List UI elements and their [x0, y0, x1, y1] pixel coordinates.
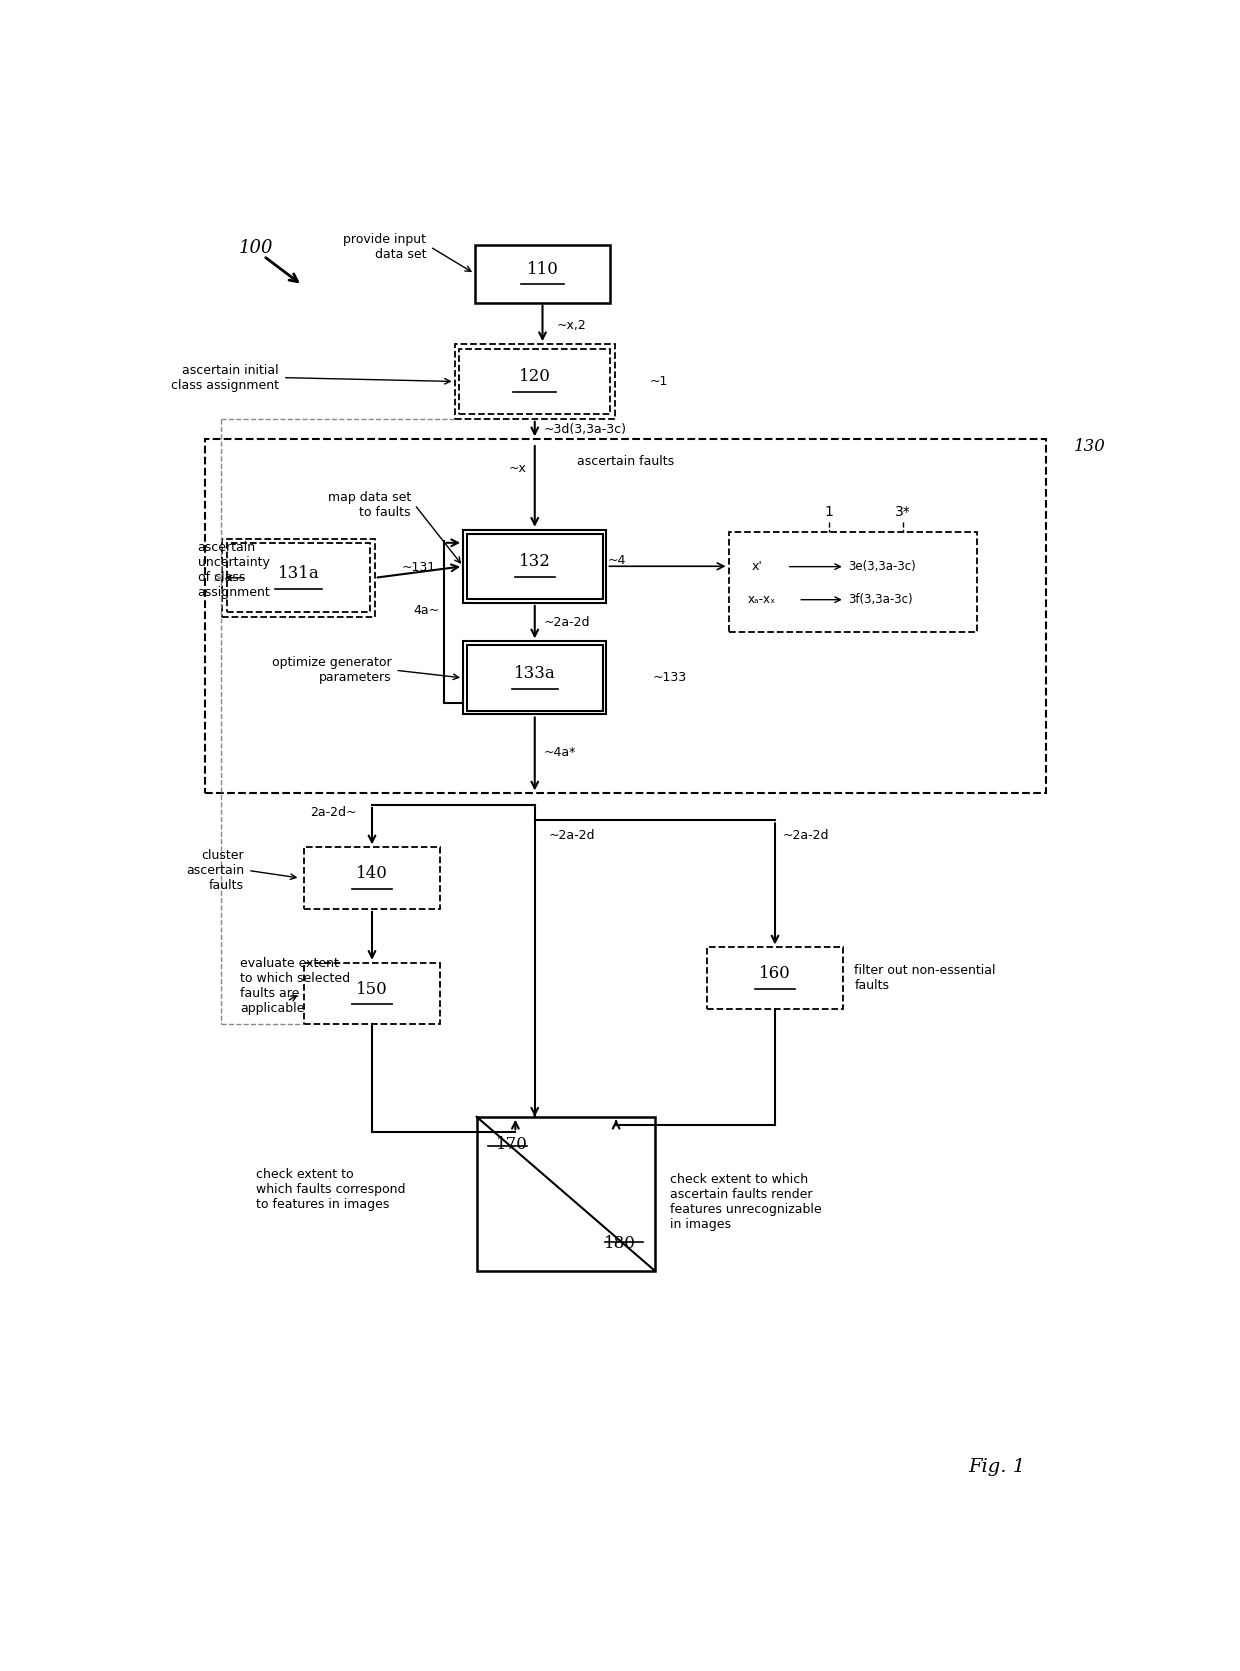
- FancyBboxPatch shape: [729, 531, 977, 632]
- Text: x': x': [751, 560, 763, 573]
- Text: provide input
data set: provide input data set: [343, 232, 427, 261]
- Text: ascertain initial
class assignment: ascertain initial class assignment: [171, 364, 279, 391]
- Text: 2a-2d~: 2a-2d~: [310, 805, 357, 819]
- Text: 130: 130: [1074, 438, 1105, 456]
- FancyBboxPatch shape: [227, 543, 370, 613]
- Text: ~2a-2d: ~2a-2d: [782, 829, 830, 842]
- Text: ascertain faults: ascertain faults: [578, 455, 675, 468]
- Text: 180: 180: [604, 1235, 635, 1252]
- Text: 100: 100: [238, 239, 273, 257]
- Text: 133a: 133a: [513, 665, 556, 682]
- Text: ~4: ~4: [608, 553, 626, 566]
- Text: 170: 170: [496, 1136, 528, 1153]
- Text: xₐ-xₓ: xₐ-xₓ: [748, 593, 776, 607]
- Text: optimize generator
parameters: optimize generator parameters: [272, 657, 392, 683]
- Text: ~x,2: ~x,2: [557, 319, 587, 333]
- Text: 132: 132: [518, 553, 551, 570]
- Text: ~x: ~x: [510, 461, 527, 475]
- Text: Fig. 1: Fig. 1: [968, 1459, 1025, 1475]
- Text: ascertain
uncertainty
of class
assignment: ascertain uncertainty of class assignmen…: [197, 541, 270, 600]
- Text: ~3d(3,3a-3c): ~3d(3,3a-3c): [544, 423, 627, 436]
- Text: 4a~: 4a~: [414, 603, 440, 617]
- FancyBboxPatch shape: [475, 244, 610, 302]
- Text: 3f(3,3a-3c): 3f(3,3a-3c): [848, 593, 913, 607]
- FancyBboxPatch shape: [467, 645, 603, 710]
- FancyBboxPatch shape: [476, 1116, 655, 1272]
- Text: ~4a*: ~4a*: [544, 745, 577, 759]
- Text: check extent to which
ascertain faults render
features unrecognizable
in images: check extent to which ascertain faults r…: [671, 1173, 822, 1230]
- Text: evaluate extent
to which selected
faults are
applicable: evaluate extent to which selected faults…: [241, 957, 351, 1014]
- Text: 150: 150: [356, 981, 388, 998]
- Text: 120: 120: [518, 368, 551, 386]
- FancyBboxPatch shape: [707, 947, 843, 1009]
- FancyBboxPatch shape: [455, 344, 615, 419]
- Text: ~131: ~131: [402, 560, 435, 573]
- FancyBboxPatch shape: [463, 642, 606, 715]
- Text: 1: 1: [825, 505, 833, 520]
- Text: filter out non-essential
faults: filter out non-essential faults: [854, 964, 996, 993]
- FancyBboxPatch shape: [304, 847, 440, 909]
- Text: 140: 140: [356, 866, 388, 882]
- Text: ~2a-2d: ~2a-2d: [544, 615, 590, 628]
- FancyBboxPatch shape: [222, 538, 374, 617]
- FancyBboxPatch shape: [206, 439, 1047, 794]
- Text: 3e(3,3a-3c): 3e(3,3a-3c): [848, 560, 916, 573]
- Text: ~133: ~133: [653, 672, 687, 685]
- Text: 110: 110: [527, 261, 558, 277]
- FancyBboxPatch shape: [459, 349, 610, 414]
- Text: 131a: 131a: [278, 565, 319, 582]
- Text: 3*: 3*: [895, 505, 910, 520]
- FancyBboxPatch shape: [467, 533, 603, 598]
- Text: map data set
to faults: map data set to faults: [327, 491, 410, 518]
- Text: ~1: ~1: [650, 374, 668, 388]
- FancyBboxPatch shape: [304, 962, 440, 1024]
- Text: cluster
ascertain
faults: cluster ascertain faults: [186, 849, 244, 892]
- FancyBboxPatch shape: [463, 530, 606, 603]
- Text: 160: 160: [759, 966, 791, 983]
- Text: check extent to
which faults correspond
to features in images: check extent to which faults correspond …: [255, 1168, 405, 1211]
- Text: ~2a-2d: ~2a-2d: [549, 829, 595, 842]
